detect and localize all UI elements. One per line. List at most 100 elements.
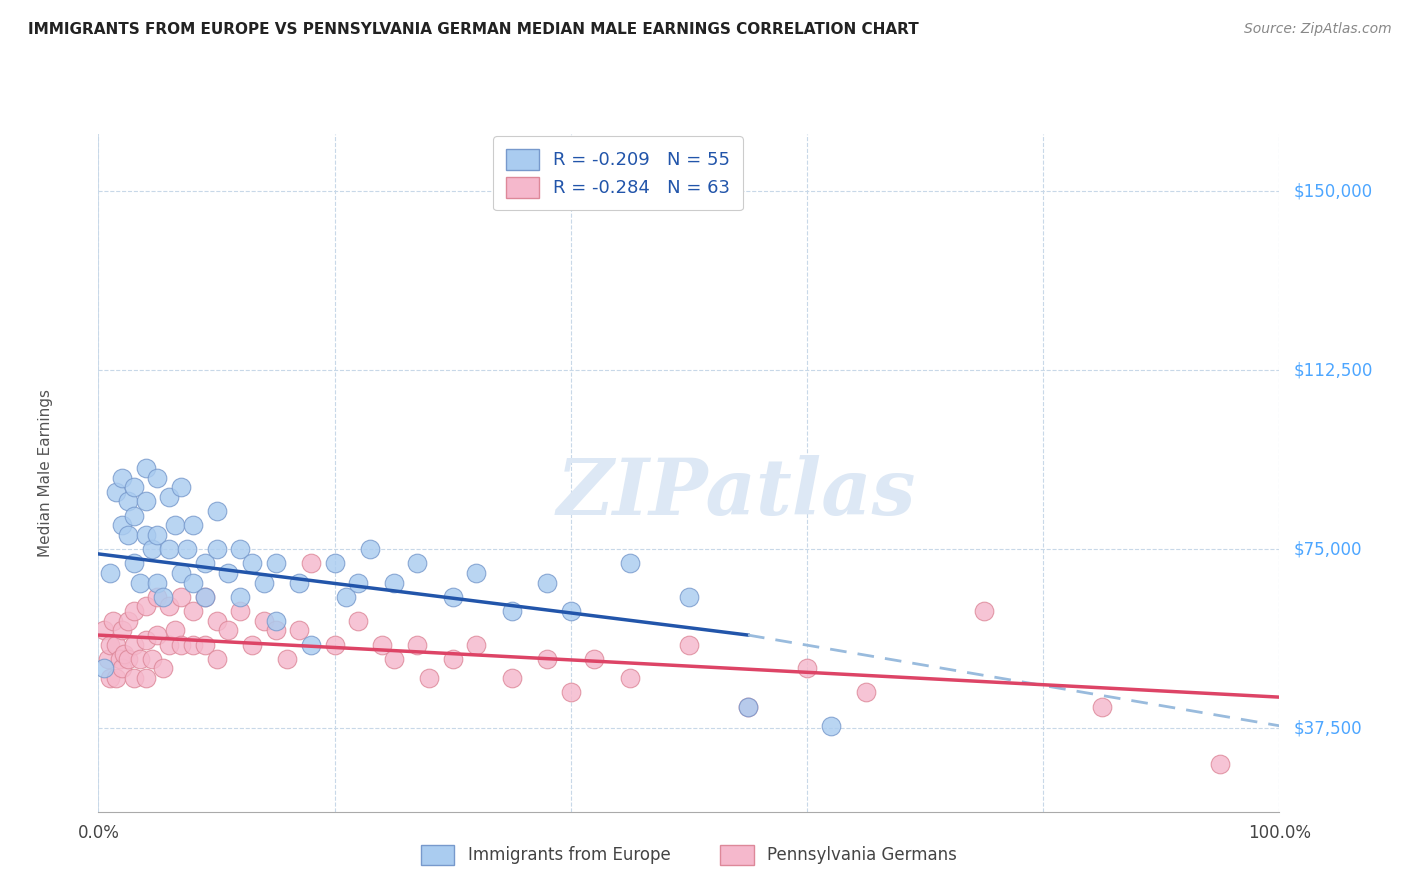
- Point: [181, 638, 204, 652]
- Point: [973, 604, 995, 618]
- Point: [122, 671, 145, 685]
- Point: [678, 590, 700, 604]
- Point: [108, 652, 131, 666]
- Point: [240, 638, 263, 652]
- Point: [146, 470, 169, 484]
- Point: [288, 624, 311, 638]
- Point: [98, 671, 121, 685]
- Point: [157, 490, 180, 504]
- Point: [536, 575, 558, 590]
- Point: [111, 624, 134, 638]
- Point: [181, 575, 204, 590]
- Point: [855, 685, 877, 699]
- Point: [264, 624, 287, 638]
- Point: [1209, 756, 1232, 771]
- Point: [288, 575, 311, 590]
- Point: [205, 614, 228, 628]
- Point: [141, 652, 163, 666]
- Point: [181, 518, 204, 533]
- Point: [170, 480, 193, 494]
- Point: [406, 638, 429, 652]
- Point: [135, 494, 157, 508]
- Point: [135, 599, 157, 614]
- Point: [194, 557, 217, 571]
- Point: [101, 614, 124, 628]
- Point: [152, 590, 174, 604]
- Point: [347, 614, 370, 628]
- Point: [122, 604, 145, 618]
- Point: [146, 590, 169, 604]
- Point: [93, 661, 115, 675]
- Point: [217, 624, 239, 638]
- Point: [111, 518, 134, 533]
- Point: [323, 557, 346, 571]
- Point: [276, 652, 298, 666]
- Point: [299, 638, 322, 652]
- Point: [229, 604, 252, 618]
- Point: [117, 652, 139, 666]
- Point: [382, 575, 405, 590]
- Point: [157, 599, 180, 614]
- Point: [194, 590, 217, 604]
- Point: [465, 566, 488, 580]
- Point: [135, 461, 157, 475]
- Point: [253, 575, 276, 590]
- Point: [240, 557, 263, 571]
- Point: [560, 685, 582, 699]
- Point: [122, 480, 145, 494]
- Point: [98, 566, 121, 580]
- Point: [619, 557, 641, 571]
- Point: [97, 652, 120, 666]
- Point: [560, 604, 582, 618]
- Point: [157, 542, 180, 557]
- Point: [501, 604, 523, 618]
- Point: [165, 518, 187, 533]
- Point: [105, 638, 128, 652]
- Point: [128, 575, 150, 590]
- Point: [98, 638, 121, 652]
- Point: [93, 624, 115, 638]
- Point: [170, 638, 193, 652]
- Legend: Immigrants from Europe, Pennsylvania Germans: Immigrants from Europe, Pennsylvania Ger…: [415, 838, 963, 871]
- Text: $112,500: $112,500: [1294, 361, 1372, 379]
- Point: [217, 566, 239, 580]
- Point: [146, 628, 169, 642]
- Point: [117, 528, 139, 542]
- Point: [181, 604, 204, 618]
- Point: [737, 699, 759, 714]
- Point: [105, 484, 128, 499]
- Point: [205, 504, 228, 518]
- Point: [229, 590, 252, 604]
- Point: [117, 494, 139, 508]
- Point: [737, 699, 759, 714]
- Point: [382, 652, 405, 666]
- Point: [264, 614, 287, 628]
- Point: [820, 719, 842, 733]
- Point: [157, 638, 180, 652]
- Point: [194, 638, 217, 652]
- Point: [536, 652, 558, 666]
- Point: [112, 647, 135, 661]
- Point: [678, 638, 700, 652]
- Point: [229, 542, 252, 557]
- Point: [122, 638, 145, 652]
- Text: $37,500: $37,500: [1294, 719, 1362, 737]
- Text: Source: ZipAtlas.com: Source: ZipAtlas.com: [1244, 22, 1392, 37]
- Point: [205, 652, 228, 666]
- Point: [135, 671, 157, 685]
- Point: [264, 557, 287, 571]
- Point: [796, 661, 818, 675]
- Point: [117, 614, 139, 628]
- Point: [406, 557, 429, 571]
- Text: Median Male Earnings: Median Male Earnings: [38, 389, 53, 557]
- Point: [111, 661, 134, 675]
- Point: [194, 590, 217, 604]
- Point: [165, 624, 187, 638]
- Point: [253, 614, 276, 628]
- Point: [323, 638, 346, 652]
- Point: [170, 566, 193, 580]
- Point: [335, 590, 357, 604]
- Point: [122, 508, 145, 523]
- Point: [441, 590, 464, 604]
- Point: [347, 575, 370, 590]
